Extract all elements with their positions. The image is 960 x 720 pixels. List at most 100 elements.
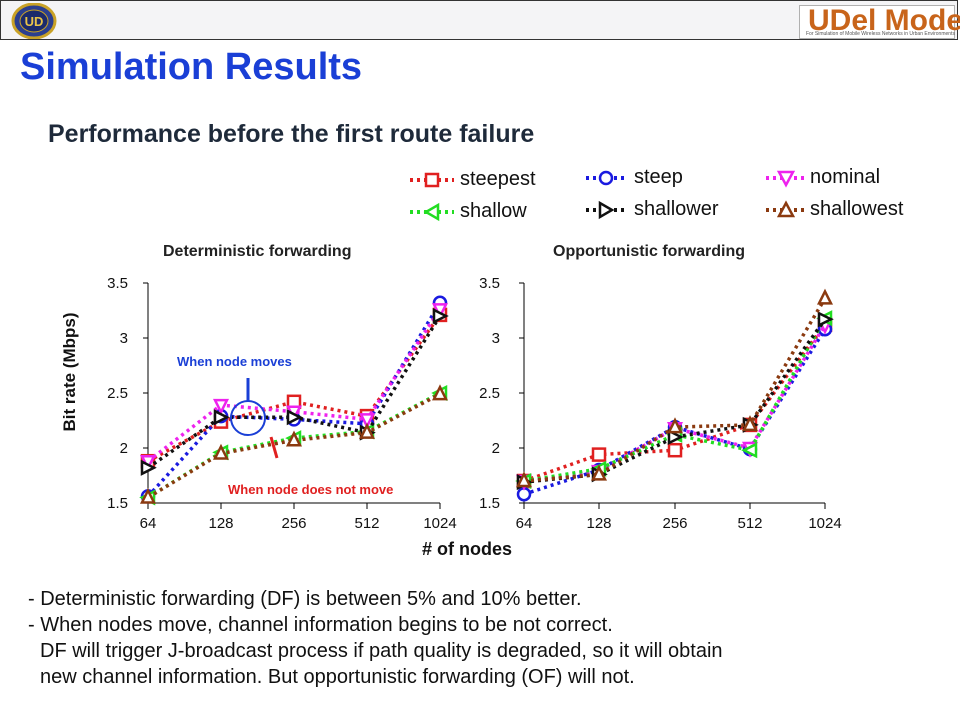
point-shallowest-det — [285, 430, 303, 447]
x-axis-label: # of nodes — [422, 539, 513, 559]
point-steepest-det — [286, 394, 302, 410]
point-shallower-det — [213, 409, 230, 426]
x-tick-label-det: 64 — [140, 515, 157, 532]
point-nominal-opp — [666, 421, 684, 438]
note-2: - When nodes move, channel information b… — [28, 614, 613, 636]
note-1: - Deterministic forwarding (DF) is betwe… — [28, 588, 582, 610]
point-shallower-det — [432, 307, 449, 325]
series-line-shallow-opp — [523, 317, 827, 483]
series-line-nominal-det — [146, 308, 442, 463]
point-steep-det — [213, 408, 229, 424]
point-nominal-det — [139, 454, 157, 471]
point-shallowest-det — [212, 443, 230, 460]
point-nominal-opp — [741, 441, 759, 458]
point-steepest-det — [359, 408, 375, 424]
point-shallow-det — [285, 430, 302, 447]
point-shallower-det — [286, 409, 303, 426]
x-tick-label-opp: 128 — [586, 515, 611, 532]
x-tick-label-opp: 256 — [662, 515, 687, 532]
svg-text:UD: UD — [25, 14, 44, 29]
point-shallower-det — [140, 459, 157, 476]
point-nominal-opp — [590, 464, 608, 481]
x-tick-label-opp: 1024 — [808, 515, 841, 532]
header-bar: UD UDel Models For Simulation of Mobile … — [0, 0, 960, 40]
point-shallower-det — [359, 424, 376, 441]
point-nominal-det — [285, 405, 303, 422]
series-line-nominal-opp — [523, 323, 827, 483]
legend: steepest shallow steep shallower nominal… — [400, 160, 960, 230]
page-subtitle: Performance before the first route failu… — [48, 120, 535, 148]
page-title: Simulation Results — [20, 46, 363, 88]
point-steepest-opp — [591, 447, 607, 462]
y-tick-label-det: 2.5 — [107, 385, 128, 402]
point-shallowest-opp — [590, 464, 608, 481]
y-tick-label-det: 1.5 — [107, 495, 128, 512]
point-nominal-det — [431, 303, 449, 320]
y-axis-label: Bit rate (Mbps) — [60, 312, 79, 432]
point-steep-opp — [667, 419, 683, 435]
point-steepest-opp — [742, 417, 758, 433]
annotation-node-not-move: When node does not move — [228, 482, 393, 497]
y-tick-label-det: 2 — [120, 440, 128, 457]
point-shallow-opp — [590, 460, 607, 477]
x-tick-label-det: 1024 — [423, 515, 456, 532]
legend-label-shallower: shallower — [634, 198, 719, 220]
legend-label-nominal: nominal — [810, 166, 881, 188]
series-line-steep-opp — [523, 328, 827, 496]
point-steepest-opp — [516, 473, 532, 489]
point-shallower-opp — [667, 428, 684, 446]
legend-label-shallow: shallow — [460, 200, 527, 222]
point-steepest-opp — [667, 442, 683, 458]
annotation-circle — [230, 400, 266, 436]
x-tick-label-det: 128 — [208, 515, 233, 532]
notes: - Deterministic forwarding (DF) is betwe… — [28, 586, 723, 690]
point-steep-det — [432, 295, 448, 311]
point-steep-det — [286, 412, 302, 427]
legend-label-steep: steep — [634, 166, 683, 188]
point-steep-opp — [591, 462, 607, 478]
point-shallowest-opp — [741, 415, 759, 432]
note-3: DF will trigger J-broadcast process if p… — [40, 640, 723, 662]
point-shallowest-det — [139, 487, 157, 504]
y-tick-label-opp: 2.5 — [479, 385, 500, 402]
point-steep-det — [140, 489, 156, 504]
legend-label-steepest: steepest — [460, 168, 536, 190]
x-tick-label-det: 256 — [281, 515, 306, 532]
point-nominal-det — [212, 398, 230, 415]
point-shallow-opp — [666, 426, 683, 443]
point-shallower-opp — [742, 416, 759, 433]
point-steep-opp — [817, 321, 833, 337]
point-steepest-opp — [817, 317, 833, 333]
x-tick-label-opp: 64 — [516, 515, 533, 532]
y-tick-label-opp: 2 — [492, 440, 500, 457]
x-tick-label-det: 512 — [354, 515, 379, 532]
point-shallowest-opp — [816, 288, 834, 305]
series-line-steep-det — [146, 301, 442, 498]
y-tick-label-opp: 3.5 — [479, 275, 500, 292]
series-line-shallowest-det — [147, 392, 441, 499]
point-shallow-det — [139, 489, 156, 506]
chart-title-opportunistic: Opportunistic forwarding — [553, 243, 745, 260]
y-tick-label-det: 3.5 — [107, 275, 128, 292]
point-shallowest-det — [358, 422, 376, 439]
point-shallower-opp — [591, 466, 608, 483]
point-steep-opp — [742, 441, 758, 457]
annotation-node-moves: When node moves — [177, 354, 292, 369]
series-line-shallowest-opp — [523, 297, 827, 483]
point-shallow-det — [212, 444, 229, 461]
point-nominal-det — [358, 413, 376, 430]
annotation-pointer-not-move — [269, 436, 279, 459]
series-line-steepest-det — [147, 313, 442, 463]
point-nominal-opp — [515, 474, 533, 491]
point-steep-opp — [516, 486, 532, 502]
logo-tagline: For Simulation of Mobile Wireless Networ… — [806, 31, 955, 37]
point-shallower-opp — [817, 311, 834, 328]
point-shallow-det — [431, 384, 448, 402]
point-shallowest-opp — [515, 471, 533, 488]
y-tick-label-opp: 1.5 — [479, 495, 500, 512]
udel-models-logo: UDel Models For Simulation of Mobile Wir… — [799, 4, 960, 39]
point-shallow-det — [358, 423, 375, 440]
x-tick-label-opp: 512 — [737, 515, 762, 532]
chart-title-deterministic: Deterministic forwarding — [163, 243, 352, 260]
point-steepest-det — [140, 453, 156, 469]
